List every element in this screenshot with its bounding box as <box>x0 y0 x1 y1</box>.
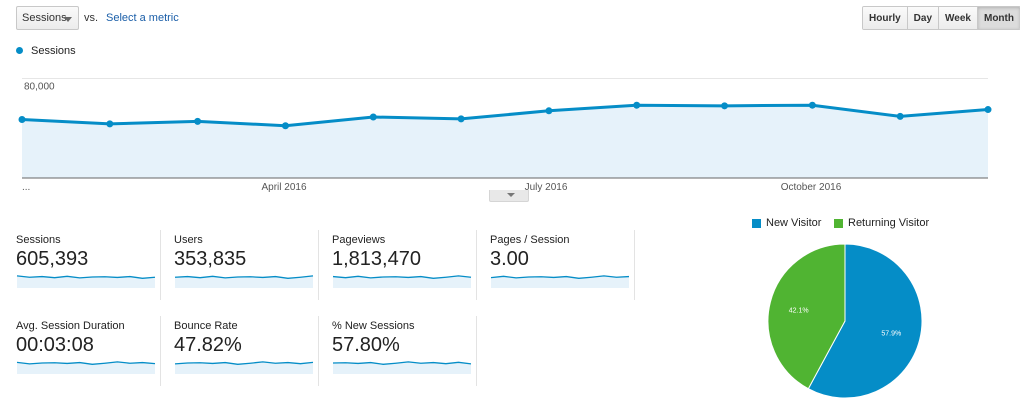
select-metric-link[interactable]: Select a metric <box>106 12 179 24</box>
data-point <box>369 113 377 121</box>
pie-legend-new-visitor[interactable]: New Visitor <box>752 217 821 229</box>
data-point <box>721 102 729 110</box>
metric-value: 47.82% <box>174 334 242 356</box>
pie-legend-label: New Visitor <box>766 217 822 229</box>
sparkline-line <box>16 361 156 365</box>
data-point <box>633 101 641 109</box>
metric-label: Sessions <box>16 234 61 246</box>
x-tick-label: ... <box>22 182 30 192</box>
data-point <box>18 116 26 124</box>
metric-tile-users[interactable]: Users 353,835 <box>174 230 319 300</box>
x-tick-label: October 2016 <box>781 182 842 192</box>
vs-label: vs. <box>84 12 99 24</box>
sparkline-line <box>16 275 156 279</box>
visitor-type-pie-chart: 57.9% 42.1% <box>767 243 923 399</box>
pie-slice-label: 42.1% <box>789 307 809 314</box>
sparkline-area <box>17 275 155 288</box>
sparkline <box>174 275 314 288</box>
data-point <box>545 107 553 115</box>
metric-label: Pageviews <box>332 234 386 246</box>
sparkline-area <box>175 361 313 374</box>
metric-value: 1,813,470 <box>332 248 421 270</box>
metric-label: Bounce Rate <box>174 320 238 332</box>
data-point <box>281 122 289 130</box>
sparkline-line <box>332 361 472 365</box>
sparkline <box>332 361 472 374</box>
sparkline <box>16 361 156 374</box>
data-point <box>808 101 816 109</box>
metric-label: % New Sessions <box>332 320 415 332</box>
sparkline-area <box>17 361 155 374</box>
chevron-down-icon <box>64 17 72 22</box>
pie-legend-label: Returning Visitor <box>848 217 930 229</box>
metric-label: Users <box>174 234 203 246</box>
data-point <box>984 106 992 114</box>
metric-value: 00:03:08 <box>16 334 94 356</box>
chevron-down-icon <box>507 193 515 197</box>
data-point <box>457 115 465 123</box>
range-month-button[interactable]: Month <box>977 7 1020 29</box>
sparkline-line <box>490 275 630 279</box>
data-point <box>194 117 202 125</box>
legend-swatch <box>752 218 761 228</box>
sparkline-line <box>174 361 314 365</box>
sparkline <box>16 275 156 288</box>
legend-swatch <box>834 218 843 228</box>
metric-value: 605,393 <box>16 248 89 270</box>
pie-legend-returning-visitor[interactable]: Returning Visitor <box>834 217 929 229</box>
metric-select-value: Sessions <box>22 12 67 24</box>
x-tick-label: April 2016 <box>261 182 306 192</box>
metric-tile-pages-per-session[interactable]: Pages / Session 3.00 <box>490 230 635 300</box>
pie-slice <box>767 243 846 390</box>
pie-slice-label: 57.9% <box>881 331 901 338</box>
metric-value: 353,835 <box>174 248 247 270</box>
data-point <box>106 120 114 128</box>
sparkline <box>332 275 472 288</box>
sparkline-area <box>491 275 629 288</box>
series-legend-marker <box>16 47 23 54</box>
sparkline-area <box>333 275 471 288</box>
metric-value: 57.80% <box>332 334 400 356</box>
pie-slice <box>807 243 923 399</box>
metric-tile-bounce-rate[interactable]: Bounce Rate 47.82% <box>174 316 319 386</box>
sparkline-line <box>174 275 314 279</box>
metric-label: Pages / Session <box>490 234 570 246</box>
y-tick-label: 80,000 <box>24 81 55 92</box>
range-day-button[interactable]: Day <box>907 7 940 29</box>
data-point <box>896 112 904 120</box>
metric-tile-new-sessions[interactable]: % New Sessions 57.80% <box>332 316 477 386</box>
sparkline-line <box>332 275 472 279</box>
time-range-toggle: Hourly Day Week Month <box>862 6 1020 30</box>
expand-chart-handle[interactable] <box>489 190 529 202</box>
sparkline-area <box>175 275 313 288</box>
series-line <box>21 103 989 128</box>
sparkline-area <box>333 361 471 374</box>
metric-select[interactable]: Sessions <box>16 6 79 30</box>
metric-tile-sessions[interactable]: Sessions 605,393 <box>16 230 161 300</box>
series-area <box>22 105 988 178</box>
range-hourly-button[interactable]: Hourly <box>863 7 908 29</box>
metric-label: Avg. Session Duration <box>16 320 125 332</box>
x-tick-label: July 2016 <box>525 182 568 192</box>
series-legend-label[interactable]: Sessions <box>31 45 76 57</box>
range-week-button[interactable]: Week <box>939 7 978 29</box>
metric-value: 3.00 <box>490 248 529 270</box>
sparkline <box>490 275 630 288</box>
metric-tile-pageviews[interactable]: Pageviews 1,813,470 <box>332 230 477 300</box>
metric-tile-avg-session-duration[interactable]: Avg. Session Duration 00:03:08 <box>16 316 161 386</box>
sparkline <box>174 361 314 374</box>
